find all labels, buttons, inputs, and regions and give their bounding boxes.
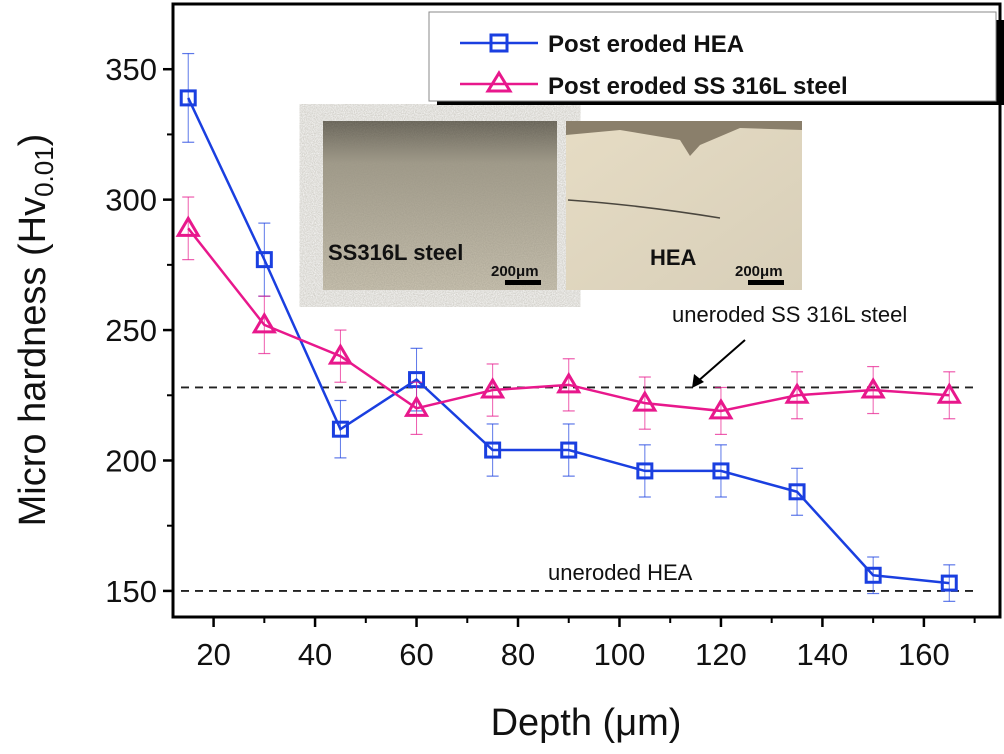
legend-item-ss: Post eroded SS 316L steel	[460, 70, 848, 100]
data-point	[784, 382, 810, 404]
y-tick-label: 150	[105, 574, 157, 609]
annotation-uneroded-ss: uneroded SS 316L steel	[672, 302, 907, 327]
data-point	[708, 397, 734, 420]
data-point	[403, 395, 430, 417]
data-point	[636, 462, 654, 480]
series-hea	[179, 52, 958, 602]
data-point	[936, 382, 962, 404]
inset-ss-label: SS316L steel	[328, 240, 463, 265]
arrow-head-icon	[692, 374, 704, 388]
data-point	[175, 215, 201, 237]
square-marker-icon	[489, 33, 509, 53]
data-point	[484, 441, 502, 459]
data-point	[632, 390, 658, 412]
plot-area: 20 40 60 80 100 120 140 160 150 200 250 300 350	[105, 2, 1002, 672]
x-tick-label: 100	[594, 637, 646, 672]
legend-item-hea: Post eroded HEA	[460, 31, 744, 58]
y-tick-label: 350	[105, 52, 157, 87]
data-point	[179, 89, 197, 107]
y-tick-label: 300	[105, 183, 157, 218]
x-tick-label: 160	[898, 637, 950, 672]
data-point	[560, 441, 578, 459]
data-point	[864, 566, 882, 584]
y-axis-title-sub: 0.01	[29, 146, 59, 197]
annotation-uneroded-hea: uneroded HEA	[548, 560, 693, 585]
data-point	[251, 311, 277, 334]
data-point	[860, 377, 886, 399]
series-ss316l	[175, 196, 962, 436]
inset-hea-scale-label: 200μm	[735, 263, 783, 280]
data-point	[327, 343, 354, 365]
scale-bar	[748, 280, 784, 285]
inset-ss316l: SS316L steel 200μm	[323, 121, 557, 290]
inset-ss-scale-label: 200μm	[491, 263, 539, 280]
inset-hea-label: HEA	[650, 245, 697, 270]
y-axis-title-close: )	[12, 134, 54, 147]
x-tick-label: 40	[298, 637, 332, 672]
legend-label-hea: Post eroded HEA	[548, 31, 744, 58]
y-axis-title: Micro hardness (Hv0.01)	[12, 134, 59, 527]
annotation-arrow	[696, 339, 746, 383]
scale-bar	[505, 280, 541, 285]
data-point	[712, 462, 730, 480]
x-tick-label: 60	[399, 637, 433, 672]
legend-label-ss: Post eroded SS 316L steel	[548, 73, 848, 100]
legend: Post eroded HEA Post eroded SS 316L stee…	[428, 11, 1004, 105]
inset-hea: HEA 200μm	[566, 121, 802, 290]
data-point	[255, 251, 273, 269]
x-axis-title: Depth (μm)	[491, 702, 682, 744]
y-tick-label: 200	[105, 443, 157, 478]
x-tick-label: 140	[797, 637, 849, 672]
plot-frame	[171, 2, 1002, 619]
data-point	[940, 574, 958, 592]
y-tick-label: 250	[105, 313, 157, 348]
y-axis-title-main: Micro hardness (Hv	[12, 197, 54, 526]
data-point	[556, 371, 582, 394]
data-point	[331, 420, 349, 438]
x-tick-label: 80	[501, 637, 535, 672]
data-point	[480, 377, 506, 399]
x-tick-label: 120	[695, 637, 747, 672]
triangle-marker-icon	[485, 70, 513, 93]
x-tick-label: 20	[196, 637, 230, 672]
data-point	[788, 483, 806, 501]
